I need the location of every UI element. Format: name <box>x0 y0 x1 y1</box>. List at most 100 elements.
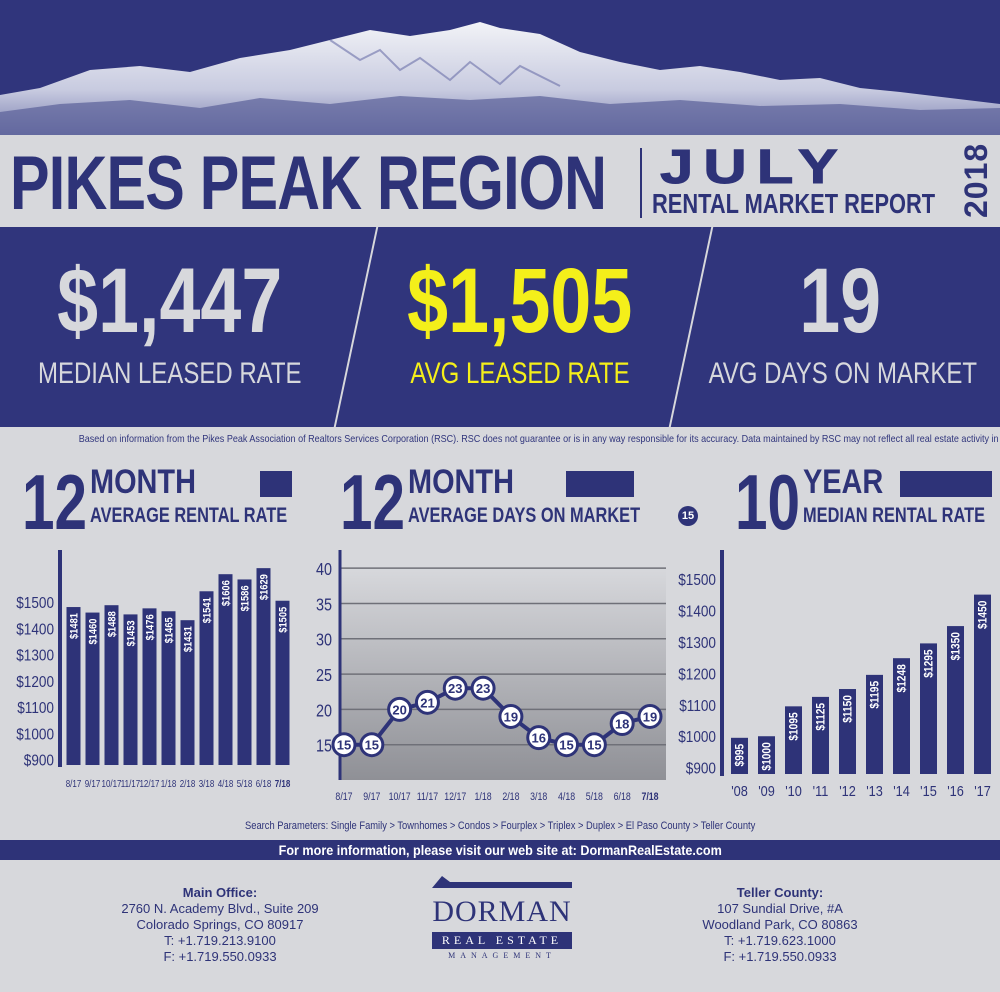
office-fax: F: +1.719.550.0933 <box>723 949 837 964</box>
x-tick-label: 7/18 <box>641 791 659 802</box>
data-label: 23 <box>476 681 490 696</box>
x-tick-label: 9/17 <box>85 778 101 789</box>
x-tick-label: 11/17 <box>417 791 439 802</box>
y-tick-label: 35 <box>316 595 332 615</box>
office-line: 2760 N. Academy Blvd., Suite 209 <box>121 901 319 916</box>
bar <box>785 706 802 774</box>
data-label: 16 <box>531 731 545 746</box>
info-strip[interactable]: For more information, please visit our w… <box>0 840 1000 860</box>
chart-avg-rental-rate: $1500 $1400 $1300 $1200 $1100 $1000 $900 $1481 8… <box>16 550 291 789</box>
data-point <box>637 703 663 729</box>
office-line: Colorado Springs, CO 80917 <box>136 917 304 932</box>
teller-office: Teller County: 107 Sundial Drive, #A Woo… <box>655 885 905 965</box>
bar-value-label: $1505 <box>278 606 290 632</box>
data-label: 19 <box>504 709 518 724</box>
chart-avg-days-on-market: 40 35 30 25 20 15 15 8/17 15 9/17 20 10/17 21 11/17 23… <box>316 550 666 802</box>
y-tick-label: 40 <box>316 560 332 580</box>
data-label: 20 <box>392 702 406 717</box>
data-point <box>581 732 607 758</box>
office-phone[interactable]: T: +1.719.623.1000 <box>724 933 836 948</box>
stats-panel <box>0 227 1000 427</box>
data-label: 15 <box>337 738 351 753</box>
x-tick-label: 8/17 <box>335 791 353 802</box>
section-bar <box>900 471 992 497</box>
bar <box>731 737 748 774</box>
office-line: 107 Sundial Drive, #A <box>717 901 843 916</box>
x-tick-label: '13 <box>866 782 883 799</box>
x-tick-label: 3/18 <box>530 791 548 802</box>
data-label: 19 <box>643 709 657 724</box>
report-year: 2018 <box>958 142 994 218</box>
logo-roof-icon <box>432 876 572 888</box>
title-bar <box>0 135 1000 227</box>
stat-median: $1,447 MEDIAN LEASED RATE <box>5 255 335 391</box>
x-tick-label: '14 <box>893 782 910 799</box>
x-tick-label: 9/17 <box>363 791 381 802</box>
search-parameters: Search Parameters: Single Family > Townh… <box>244 820 756 832</box>
stat-value: $1,505 <box>407 250 633 352</box>
y-tick-label: $1100 <box>17 700 54 717</box>
bar-value-label: $1450 <box>977 601 990 629</box>
data-point <box>442 675 468 701</box>
section-top: MONTH <box>90 463 196 501</box>
main-office: Main Office: 2760 N. Academy Blvd., Suit… <box>95 885 345 965</box>
x-tick-label: '09 <box>758 782 775 799</box>
x-tick-label: 3/18 <box>199 778 215 789</box>
x-tick-label: 10/17 <box>101 778 121 789</box>
bar <box>85 612 100 765</box>
x-tick-label: 10/17 <box>389 791 411 802</box>
y-tick-label: 20 <box>316 701 332 721</box>
bar-value-label: $1541 <box>202 597 214 623</box>
bar-value-label: $1453 <box>126 620 138 646</box>
bar <box>893 658 910 774</box>
stat-days: 19 AVG DAYS ON MARKET <box>675 255 1000 391</box>
x-tick-label: '11 <box>813 782 829 799</box>
report-title: PIKES PEAK REGION <box>10 141 607 226</box>
bar-value-label: $1095 <box>788 712 801 740</box>
office-phone[interactable]: T: +1.719.213.9100 <box>164 933 276 948</box>
y-tick-label: $1400 <box>678 603 716 620</box>
x-tick-label: 4/18 <box>558 791 576 802</box>
x-tick-label: 7/18 <box>275 778 291 789</box>
bar-value-label: $1350 <box>950 632 963 660</box>
x-tick-label: 12/17 <box>139 778 159 789</box>
bar-value-label: $1606 <box>221 580 233 606</box>
bar <box>812 696 829 774</box>
bar <box>161 611 176 765</box>
bar-value-label: $1586 <box>240 585 252 611</box>
y-tick-label: 15 <box>316 736 332 756</box>
bar <box>256 568 271 765</box>
y-tick-label: $1500 <box>678 572 716 589</box>
office-fax: F: +1.719.550.0933 <box>163 949 277 964</box>
data-point <box>470 675 496 701</box>
x-tick-label: 4/18 <box>218 778 234 789</box>
section-subtitle: AVERAGE DAYS ON MARKET <box>408 504 641 527</box>
data-point <box>526 725 552 751</box>
section-number: 10 <box>735 458 801 546</box>
x-tick-label: 2/18 <box>180 778 196 789</box>
y-tick-label: $1500 <box>16 595 54 612</box>
y-tick-label: $1200 <box>678 666 716 683</box>
data-point <box>387 696 413 722</box>
data-label: 23 <box>448 681 462 696</box>
title-divider <box>640 148 642 218</box>
bar <box>974 594 991 774</box>
bar <box>104 605 119 765</box>
stat-value: 19 <box>799 250 881 352</box>
bar <box>758 736 775 774</box>
bar <box>275 600 290 765</box>
bar <box>199 591 214 765</box>
y-tick-label: 30 <box>316 630 332 650</box>
logo-name: DORMAN <box>432 895 572 928</box>
logo-management: MANAGEMENT <box>448 951 556 960</box>
badge: 15 <box>678 506 698 526</box>
bar-value-label: $1431 <box>183 626 195 652</box>
chart-median-rental-rate: $1500 $1400 $1300 $1200 $1100 $1000 $900 $995 '0… <box>678 550 991 799</box>
logo-band: REAL ESTATE <box>432 932 572 949</box>
data-label: 15 <box>365 738 379 753</box>
y-tick-label: $1100 <box>679 698 716 715</box>
section-number: 12 <box>340 458 406 546</box>
x-tick-label: 5/18 <box>237 778 253 789</box>
x-tick-label: '10 <box>785 782 802 799</box>
office-line: Woodland Park, CO 80863 <box>702 917 858 932</box>
